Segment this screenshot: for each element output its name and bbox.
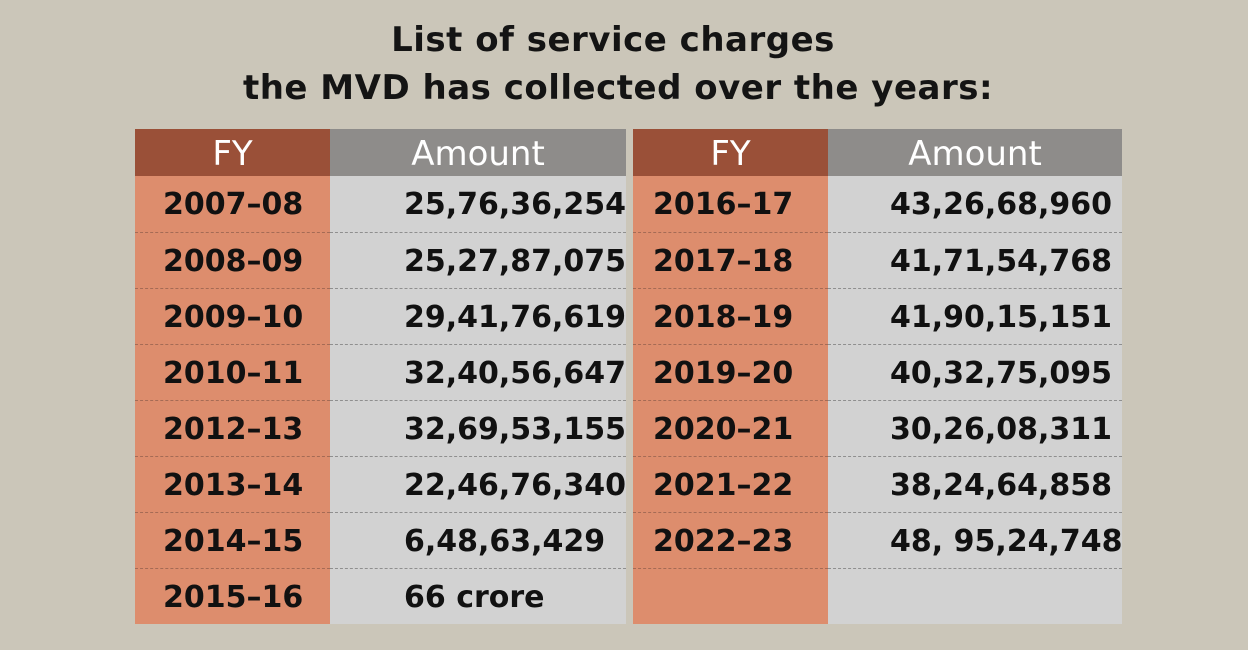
amount-cell: 22,46,76,340 bbox=[330, 456, 626, 512]
fy-cell: 2017–18 bbox=[633, 232, 828, 288]
table-row: 2018–19 41,90,15,151 bbox=[633, 288, 1122, 344]
table-row: 2009–10 29,41,76,619 bbox=[135, 288, 626, 344]
amount-cell: 43,26,68,960 bbox=[828, 176, 1122, 232]
title-line-2: the MVD has collected over the years: bbox=[242, 68, 994, 108]
amount-cell: 25,76,36,254 bbox=[330, 176, 626, 232]
fy-cell: 2022–23 bbox=[633, 512, 828, 568]
amount-cell: 29,41,76,619 bbox=[330, 288, 626, 344]
table-row: 2013–14 22,46,76,340 bbox=[135, 456, 626, 512]
table-row: 2016–17 43,26,68,960 bbox=[633, 176, 1122, 232]
fy-cell: 2014–15 bbox=[135, 512, 330, 568]
amount-cell: 6,48,63,429 bbox=[330, 512, 626, 568]
table-left-body: 2007–08 25,76,36,254 2008–09 25,27,87,075 20… bbox=[135, 176, 626, 624]
table-row: 2020–21 30,26,08,311 bbox=[633, 400, 1122, 456]
table-row: 2015–16 66 crore bbox=[135, 568, 626, 624]
table-row: 2012–13 32,69,53,155 bbox=[135, 400, 626, 456]
table-row: 2021–22 38,24,64,858 bbox=[633, 456, 1122, 512]
fy-cell: 2012–13 bbox=[135, 400, 330, 456]
header-amount: Amount bbox=[828, 129, 1122, 176]
table-row: 2019–20 40,32,75,095 bbox=[633, 344, 1122, 400]
amount-cell: 32,69,53,155 bbox=[330, 400, 626, 456]
fy-cell: 2018–19 bbox=[633, 288, 828, 344]
fy-cell: 2007–08 bbox=[135, 176, 330, 232]
amount-cell: 41,71,54,768 bbox=[828, 232, 1122, 288]
amount-cell: 41,90,15,151 bbox=[828, 288, 1122, 344]
amount-cell: 32,40,56,647 bbox=[330, 344, 626, 400]
fy-cell: 2016–17 bbox=[633, 176, 828, 232]
fy-cell: 2008–09 bbox=[135, 232, 330, 288]
table-row: 2007–08 25,76,36,254 bbox=[135, 176, 626, 232]
table-right: FY Amount 2016–17 43,26,68,960 2017–18 41,7… bbox=[633, 129, 1122, 624]
table-row: 2010–11 32,40,56,647 bbox=[135, 344, 626, 400]
table-right-header: FY Amount bbox=[633, 129, 1122, 176]
fy-cell: 2019–20 bbox=[633, 344, 828, 400]
fy-cell: 2020–21 bbox=[633, 400, 828, 456]
amount-cell: 66 crore bbox=[330, 568, 626, 624]
header-amount: Amount bbox=[330, 129, 626, 176]
table-row bbox=[633, 568, 1122, 624]
fy-cell: 2013–14 bbox=[135, 456, 330, 512]
fy-cell bbox=[633, 568, 828, 624]
fy-cell: 2009–10 bbox=[135, 288, 330, 344]
table-right-body: 2016–17 43,26,68,960 2017–18 41,71,54,768 20… bbox=[633, 176, 1122, 624]
amount-cell: 48, 95,24,748. bbox=[828, 512, 1122, 568]
table-row: 2022–23 48, 95,24,748. bbox=[633, 512, 1122, 568]
fy-cell: 2021–22 bbox=[633, 456, 828, 512]
table-left-header: FY Amount bbox=[135, 129, 626, 176]
table-left: FY Amount 2007–08 25,76,36,254 2008–09 25,2… bbox=[135, 129, 626, 624]
fy-cell: 2010–11 bbox=[135, 344, 330, 400]
fy-cell: 2015–16 bbox=[135, 568, 330, 624]
amount-cell: 30,26,08,311 bbox=[828, 400, 1122, 456]
amount-cell bbox=[828, 568, 1122, 624]
header-fy: FY bbox=[633, 129, 828, 176]
table-row: 2017–18 41,71,54,768 bbox=[633, 232, 1122, 288]
amount-cell: 38,24,64,858 bbox=[828, 456, 1122, 512]
amount-cell: 25,27,87,075 bbox=[330, 232, 626, 288]
amount-cell: 40,32,75,095 bbox=[828, 344, 1122, 400]
table-row: 2014–15 6,48,63,429 bbox=[135, 512, 626, 568]
table-row: 2008–09 25,27,87,075 bbox=[135, 232, 626, 288]
header-fy: FY bbox=[135, 129, 330, 176]
title-line-1: List of service charges bbox=[391, 20, 835, 60]
